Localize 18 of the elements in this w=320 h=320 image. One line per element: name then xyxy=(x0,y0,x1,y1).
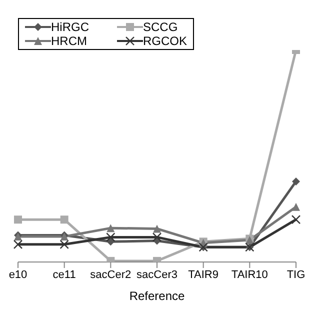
x-tick-label: ce11 xyxy=(52,268,76,281)
x-axis-title: Reference xyxy=(129,289,186,303)
point xyxy=(292,177,300,186)
legend-label: SCCG xyxy=(143,20,178,34)
point xyxy=(292,202,300,211)
legend-label: HiRGC xyxy=(51,20,89,34)
legend-label: HRCM xyxy=(51,34,87,48)
x-tick-label: e10 xyxy=(8,268,28,281)
x-tick-label: TIG xyxy=(286,268,306,281)
point xyxy=(153,224,161,233)
point xyxy=(106,224,115,232)
x-tick-label: sacCer2 xyxy=(90,268,132,281)
point xyxy=(60,216,68,224)
x-tick-label: TAIR9 xyxy=(188,268,219,281)
x-tick-label: sacCer3 xyxy=(136,268,178,281)
legend-label: RGCOK xyxy=(143,34,188,48)
point xyxy=(14,216,22,224)
x-tick-label: TAIR10 xyxy=(231,268,268,281)
